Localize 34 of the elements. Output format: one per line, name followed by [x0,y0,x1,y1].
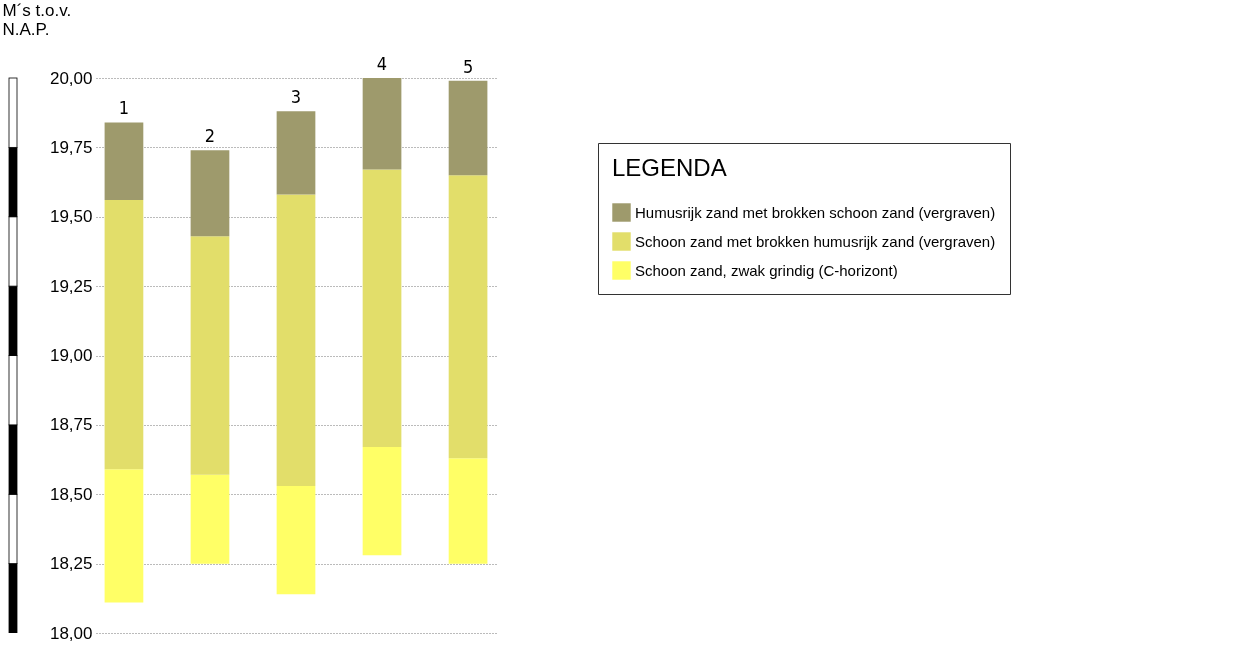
x-tick-label: 4 [376,53,388,74]
legend-label: Humusrijk zand met brokken schoon zand (vergraven) [635,203,996,221]
legend-title: LEGENDA [612,154,727,181]
bar [276,111,316,195]
bar [276,194,316,486]
x-tick-label: 1 [118,97,130,119]
x-tick-label: 5 [462,55,474,77]
bar [104,469,144,603]
bar [190,474,230,564]
bar [276,485,316,595]
y-axis-title: M´s t.o.v. N.A.P. [2,0,72,39]
bar [362,169,402,448]
x-tick-label: 2 [204,125,216,147]
bar [104,122,144,201]
bar [448,175,488,459]
y-tick-label: 19,00 [49,346,93,365]
bar [190,236,230,475]
bar [448,458,488,564]
y-tick-label: 18,75 [49,415,93,435]
bar [190,150,230,237]
y-tick-label: 18,50 [49,484,93,504]
legend-label: Schoon zand met brokken humusrijk zand (vergraven) [635,232,996,250]
legend-label: Schoon zand, zwak grindig (C-horizont) [635,261,898,279]
y-tick-label: 19,50 [49,207,93,227]
bar [104,200,144,470]
y-tick-label: 19,25 [49,276,93,296]
bar [448,80,488,176]
y-tick-label: 18,00 [49,623,93,643]
y-tick-label: 18,25 [49,554,93,574]
x-tick-label: 3 [290,86,302,108]
bar [362,78,402,170]
bar [362,447,402,556]
y-tick-label: 20,00 [49,68,93,88]
y-tick-label: 19,75 [49,137,93,157]
